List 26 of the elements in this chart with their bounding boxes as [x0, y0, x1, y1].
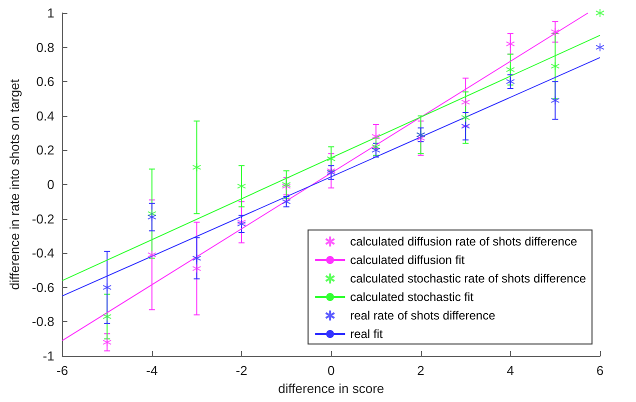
- legend-label: calculated stochastic rate of shots difference: [350, 272, 586, 286]
- y-tick-label: -0.2: [32, 211, 54, 226]
- x-tick-label: 0: [328, 363, 335, 378]
- legend-label: calculated stochastic fit: [350, 290, 474, 304]
- legend-label: calculated diffusion fit: [350, 253, 466, 267]
- legend-label: calculated diffusion rate of shots difference: [350, 234, 578, 248]
- y-axis-title: difference in rate into shots on target: [7, 78, 22, 290]
- y-tick-label: -1: [42, 348, 54, 364]
- x-axis-title: difference in score: [278, 381, 384, 396]
- y-tick-label: -0.4: [32, 246, 54, 261]
- x-tick-label: -2: [236, 363, 248, 378]
- x-tick-label: 6: [596, 363, 604, 378]
- y-tick-label: 1: [47, 6, 54, 20]
- y-tick-label: 0.2: [36, 142, 54, 158]
- x-tick-label: 4: [506, 363, 514, 378]
- y-tick-label: 0.6: [36, 74, 54, 90]
- y-tick-label: 0.4: [36, 108, 54, 124]
- y-tick-label: 0.8: [36, 40, 54, 55]
- y-tick-label: 0: [47, 177, 54, 192]
- legend-label: real fit: [350, 327, 384, 341]
- x-tick-label: -4: [146, 363, 158, 378]
- legend-label: real rate of shots difference: [350, 308, 496, 322]
- y-tick-label: -0.6: [32, 280, 54, 295]
- y-tick-label: -0.8: [32, 314, 54, 330]
- x-tick-label: -6: [56, 363, 68, 378]
- x-tick-label: 2: [417, 363, 424, 378]
